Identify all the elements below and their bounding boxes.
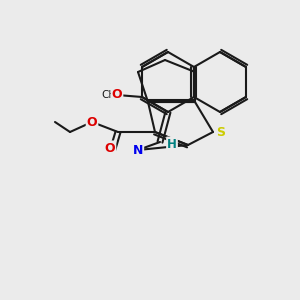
Text: N: N xyxy=(133,143,143,157)
Text: O: O xyxy=(87,116,97,128)
Text: O: O xyxy=(112,88,122,101)
Text: H: H xyxy=(167,137,177,151)
Text: S: S xyxy=(217,125,226,139)
Text: O: O xyxy=(105,142,115,154)
Text: CH₃: CH₃ xyxy=(101,90,120,100)
